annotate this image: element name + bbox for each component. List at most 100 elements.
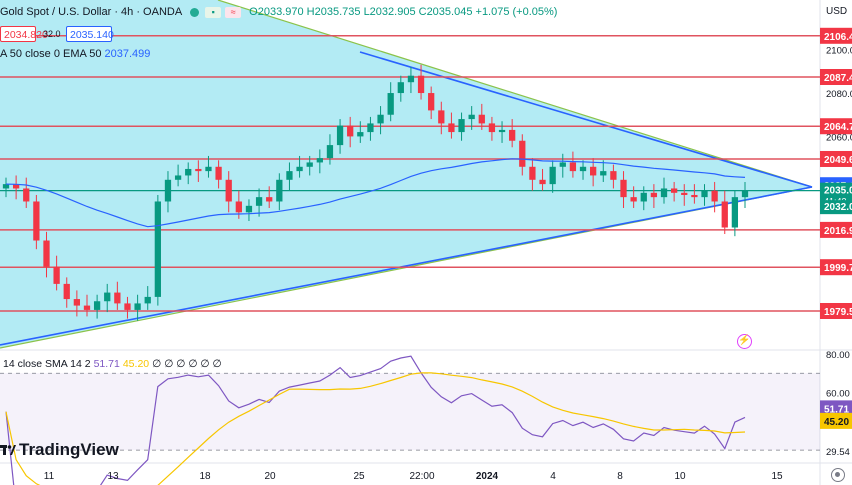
candle-body xyxy=(296,166,303,172)
candle-body xyxy=(104,292,111,302)
level-badge xyxy=(820,259,852,276)
candle-body xyxy=(407,75,415,83)
candle-body xyxy=(43,240,50,267)
symbol-header: Gold Spot / U.S. Dollar · 4h · OANDA ▪ ≈… xyxy=(0,4,557,20)
candle-body xyxy=(185,168,192,176)
candle-body xyxy=(741,190,749,198)
candle-body xyxy=(660,188,668,198)
candle-body xyxy=(610,171,617,180)
change-value: +1.075 (+0.05%) xyxy=(475,6,558,18)
candle-body xyxy=(357,132,364,137)
price-tick-label: 2100.00 xyxy=(826,46,852,57)
price-tick-label: 2080.00 xyxy=(826,89,852,100)
candle-body xyxy=(539,179,546,185)
candle-body xyxy=(650,192,658,198)
time-axis-label: 2024 xyxy=(476,471,499,482)
rsi-tick-label: 29.54 xyxy=(826,447,850,458)
rsi-tick-label: 60.00 xyxy=(826,388,850,399)
settings-icon[interactable] xyxy=(831,468,845,482)
candle-body xyxy=(630,197,637,202)
candle-body xyxy=(33,201,40,241)
bid-price-label: 2032.0 xyxy=(824,202,852,213)
time-axis-label: 13 xyxy=(107,471,119,482)
symbol-title[interactable]: Gold Spot / U.S. Dollar · 4h · OANDA xyxy=(0,6,183,18)
candle-body xyxy=(721,201,728,228)
candle-body xyxy=(458,119,465,133)
low-value: L2032.905 xyxy=(363,6,416,18)
candle-body xyxy=(600,171,607,176)
candle-body xyxy=(215,166,222,180)
sell-button[interactable]: 2034.820 xyxy=(0,26,48,42)
candle-body xyxy=(154,201,161,297)
candle-body xyxy=(670,188,678,193)
candle-body xyxy=(468,114,475,120)
candle-body xyxy=(347,125,354,137)
candle-body xyxy=(428,93,435,111)
candle-body xyxy=(438,110,445,124)
rsi-tick-label: 80.00 xyxy=(826,350,850,361)
candle-body xyxy=(134,303,141,310)
time-axis-label: 22:00 xyxy=(409,471,434,482)
candle-body xyxy=(397,82,404,94)
currency-label[interactable]: USD xyxy=(826,6,848,17)
buy-button[interactable]: 2035.140 xyxy=(66,26,114,42)
candle-body xyxy=(559,162,566,167)
rsi-sma-legend-value: 45.20 xyxy=(122,358,150,370)
candle-body xyxy=(519,140,526,167)
ema50-line xyxy=(5,158,746,228)
spread-value: 32.0 xyxy=(43,29,61,39)
resistance-trendline xyxy=(359,51,813,188)
flag-icon: ▪ xyxy=(205,6,222,18)
rsi-legend[interactable]: 14 close SMA 14 2 51.71 45.20 ∅ ∅ ∅ ∅ ∅ ∅ xyxy=(3,358,222,370)
time-axis-label: 18 xyxy=(199,471,211,482)
candle-body xyxy=(174,175,182,180)
candle-body xyxy=(326,145,334,159)
time-axis-label: 11 xyxy=(44,471,55,482)
rsi-legend-value: 51.71 xyxy=(93,358,120,370)
candle-body xyxy=(114,292,121,304)
candle-body xyxy=(387,93,394,115)
rsi-band xyxy=(0,373,820,451)
candle-body xyxy=(286,171,293,180)
candle-body xyxy=(316,158,323,163)
candle-body xyxy=(367,123,374,133)
candle-body xyxy=(73,299,81,306)
current-price-label: 2035.0 xyxy=(824,186,852,197)
candle-body xyxy=(83,305,91,310)
candle-body xyxy=(235,201,242,213)
candle-body xyxy=(681,192,688,195)
candle-body xyxy=(124,303,131,310)
tradingview-logo[interactable]: TradingView xyxy=(0,440,119,460)
waves-icon[interactable]: ≈ xyxy=(225,6,242,18)
time-axis-label: 20 xyxy=(264,471,276,482)
candle-body xyxy=(448,123,455,133)
open-value: O2033.970 xyxy=(249,6,304,18)
candle-body xyxy=(306,162,313,167)
candle-body xyxy=(417,75,425,94)
candle-body xyxy=(266,197,273,202)
level-badge xyxy=(820,303,852,319)
candle-body xyxy=(53,266,60,284)
tradingview-logo-text: TradingView xyxy=(19,440,119,459)
level-label: 1999.7 xyxy=(824,263,852,274)
level-label: 2087.4 xyxy=(824,73,852,84)
ema-legend[interactable]: A 50 close 0 EMA 50 2037.499 xyxy=(0,48,150,60)
level-label: 2049.6 xyxy=(824,155,852,166)
candle-body xyxy=(255,197,263,206)
ema-legend-label: A 50 close 0 EMA 50 xyxy=(0,48,102,60)
rsi-legend-label: 14 close SMA 14 2 xyxy=(3,358,91,370)
candle-body xyxy=(2,184,10,189)
rsi-sma-label: 45.20 xyxy=(824,417,849,428)
level-label: 2106.4 xyxy=(824,32,852,43)
rsi-sma-line xyxy=(5,372,746,485)
level-badge xyxy=(820,69,852,85)
candle-body xyxy=(377,114,384,124)
triangle-pattern xyxy=(0,0,812,348)
rsi-value-badge xyxy=(820,400,852,417)
rsi-line xyxy=(5,355,746,485)
candle-body xyxy=(225,179,232,202)
lightning-icon[interactable]: ⚡ xyxy=(737,334,752,349)
candle-body xyxy=(478,114,485,124)
